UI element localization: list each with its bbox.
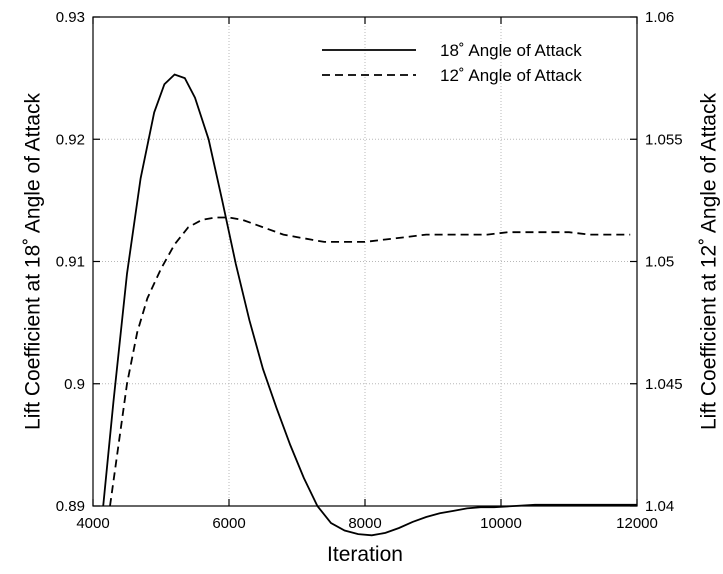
right-y-tick-label: 1.045 xyxy=(645,376,683,393)
left-y-tick-label: 0.9 xyxy=(64,376,85,393)
grid xyxy=(93,17,637,506)
x-tick-label: 4000 xyxy=(76,515,109,532)
right-y-tick-label: 1.06 xyxy=(645,9,674,26)
x-tick-label: 8000 xyxy=(348,515,381,532)
x-tick-label: 12000 xyxy=(616,515,658,532)
axis-ticks xyxy=(92,16,638,507)
x-tick-label: 10000 xyxy=(480,515,522,532)
right-y-tick-label: 1.055 xyxy=(645,131,683,148)
series-lines xyxy=(102,73,637,537)
left-y-axis-title: Lift Coefficient at 18˚ Angle of Attack xyxy=(21,93,44,430)
x-tick-label: 6000 xyxy=(212,515,245,532)
right-y-tick-label: 1.05 xyxy=(645,254,674,271)
right-y-axis-title: Lift Coefficient at 12˚ Angle of Attack xyxy=(697,93,720,430)
x-axis-title: Iteration xyxy=(327,543,403,566)
left-y-tick-label: 0.92 xyxy=(56,131,85,148)
legend: 18˚ Angle of Attack 12˚ Angle of Attack xyxy=(322,41,582,85)
tick-labels: 4000 6000 8000 10000 12000 0.89 0.9 0.91 0.92 0.9… xyxy=(56,9,683,532)
series-line-12deg xyxy=(109,216,631,507)
series-line-18deg xyxy=(102,73,637,537)
left-y-tick-label: 0.93 xyxy=(56,9,85,26)
right-y-tick-label: 1.04 xyxy=(645,498,674,515)
legend-label-18deg: 18˚ Angle of Attack xyxy=(440,41,582,60)
left-y-tick-label: 0.89 xyxy=(56,498,85,515)
left-y-tick-label: 0.91 xyxy=(56,254,85,271)
legend-label-12deg: 12˚ Angle of Attack xyxy=(440,66,582,85)
